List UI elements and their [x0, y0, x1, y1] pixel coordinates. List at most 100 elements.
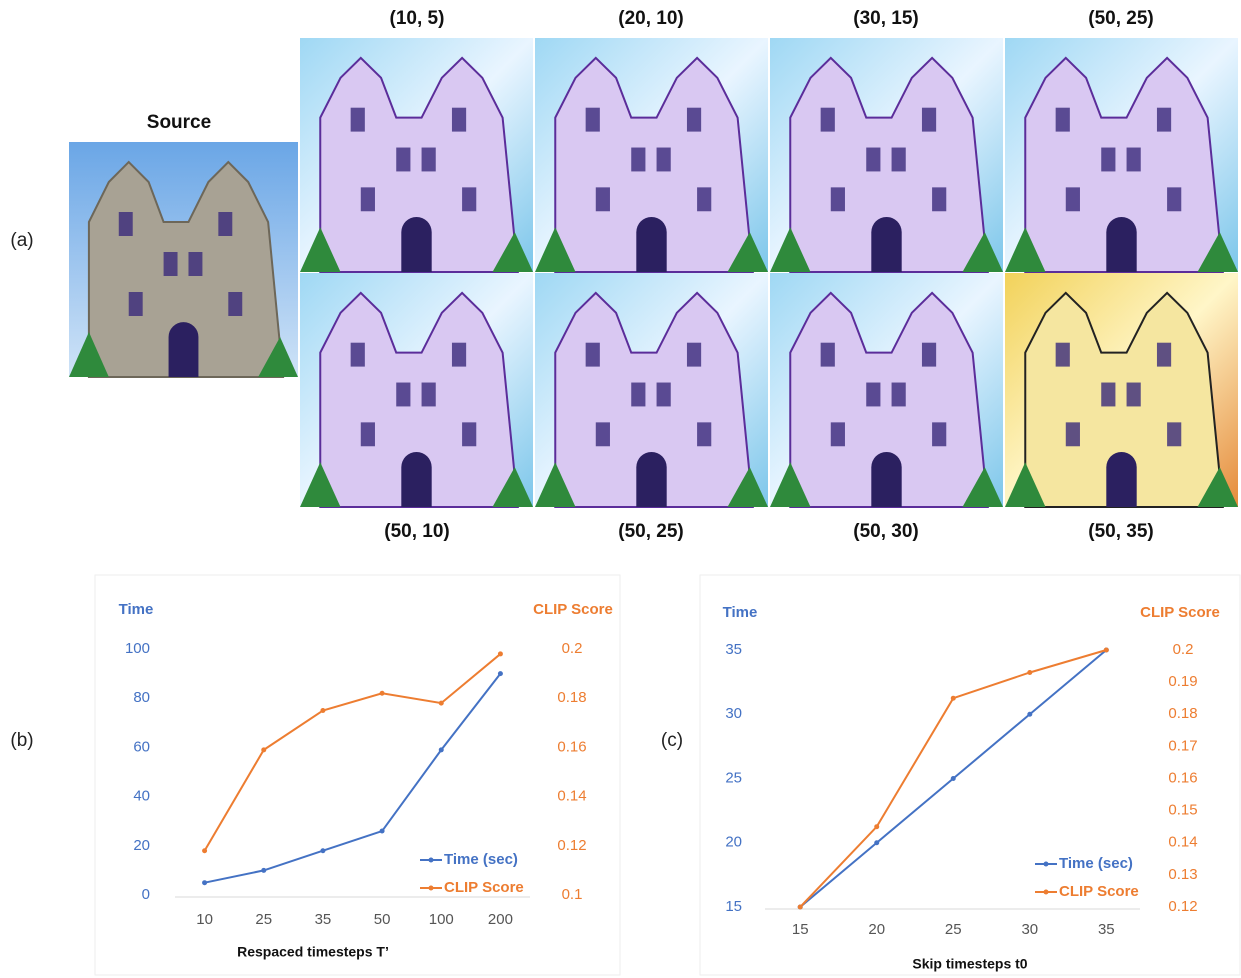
window: [1066, 187, 1080, 211]
legend-label: CLIP Score: [444, 879, 524, 896]
image: [770, 273, 1003, 507]
window: [596, 187, 610, 211]
y-tick-label: 60: [133, 738, 150, 755]
window: [1056, 343, 1070, 367]
point: [380, 829, 385, 834]
x-tick-label: 35: [315, 911, 332, 928]
y-tick-label: 80: [133, 689, 150, 706]
y-tick-label: 25: [725, 769, 742, 786]
window: [164, 252, 178, 276]
window: [1127, 383, 1141, 407]
window: [119, 212, 133, 236]
x-tick-label: 30: [1021, 921, 1038, 938]
x-tick-label: 25: [255, 911, 272, 928]
x-axis-title: Respaced timesteps T’: [237, 944, 389, 960]
y-axis-title: Time: [723, 604, 758, 621]
image-label: (50, 35): [1088, 521, 1153, 542]
window: [1101, 383, 1115, 407]
point: [951, 696, 956, 701]
y2-tick-label: 0.1: [562, 886, 583, 903]
image: [300, 38, 533, 272]
figure: (a) (b) (c) Source (10, 5)(20, 10)(30, 1…: [0, 0, 1241, 978]
window: [462, 422, 476, 446]
door: [636, 452, 666, 507]
image: [535, 273, 768, 507]
window: [932, 422, 946, 446]
point: [439, 701, 444, 706]
window: [1101, 148, 1115, 172]
y-tick-label: 35: [725, 641, 742, 658]
window: [1066, 422, 1080, 446]
window: [1127, 148, 1141, 172]
y-tick-label: 20: [133, 837, 150, 854]
y-tick-label: 40: [133, 788, 150, 805]
window: [129, 292, 143, 316]
window: [687, 343, 701, 367]
door: [636, 217, 666, 272]
door: [169, 322, 199, 377]
point: [261, 868, 266, 873]
image-label: (50, 25): [618, 521, 683, 542]
panel-label: (c): [661, 730, 683, 751]
window: [351, 343, 365, 367]
window: [396, 383, 410, 407]
window: [631, 148, 645, 172]
window: [361, 422, 375, 446]
window: [866, 148, 880, 172]
point: [380, 691, 385, 696]
window: [218, 212, 232, 236]
x-tick-label: 35: [1098, 921, 1115, 938]
legend-swatch: [1044, 890, 1049, 895]
point: [951, 776, 956, 781]
window: [892, 148, 906, 172]
window: [657, 148, 671, 172]
x-tick-label: 25: [945, 921, 962, 938]
y2-axis-title: CLIP Score: [533, 601, 613, 618]
chart-frame: [700, 575, 1240, 975]
image-label: (10, 5): [390, 8, 445, 29]
image: [69, 142, 298, 377]
point: [261, 747, 266, 752]
y2-tick-label: 0.16: [557, 738, 586, 755]
window: [831, 187, 845, 211]
legend-label: Time (sec): [1059, 855, 1133, 872]
y-axis-title: Time: [119, 601, 154, 618]
window: [596, 422, 610, 446]
window: [697, 422, 711, 446]
image-label: (50, 25): [1088, 8, 1153, 29]
y2-tick-label: 0.14: [1168, 834, 1197, 851]
y2-tick-label: 0.17: [1168, 737, 1197, 754]
window: [228, 292, 242, 316]
point: [1027, 670, 1032, 675]
image: [535, 38, 768, 272]
door: [1106, 452, 1136, 507]
window: [1056, 108, 1070, 132]
window: [821, 343, 835, 367]
point: [320, 848, 325, 853]
image: [770, 38, 1003, 272]
image-label: (50, 10): [384, 521, 449, 542]
window: [422, 148, 436, 172]
images: [69, 38, 1238, 507]
window: [831, 422, 845, 446]
door: [871, 452, 901, 507]
window: [657, 383, 671, 407]
point: [798, 905, 803, 910]
x-tick-label: 10: [196, 911, 213, 928]
legend-swatch: [1044, 862, 1049, 867]
chart-frame: [95, 575, 620, 975]
window: [452, 108, 466, 132]
window: [188, 252, 202, 276]
y2-tick-label: 0.16: [1168, 769, 1197, 786]
y-tick-label: 20: [725, 834, 742, 851]
point: [202, 880, 207, 885]
window: [586, 343, 600, 367]
y2-tick-label: 0.12: [1168, 898, 1197, 915]
image: [300, 273, 533, 507]
line: [205, 654, 501, 851]
window: [452, 343, 466, 367]
point: [498, 651, 503, 656]
window: [922, 343, 936, 367]
door: [871, 217, 901, 272]
image-label: (30, 15): [853, 8, 918, 29]
